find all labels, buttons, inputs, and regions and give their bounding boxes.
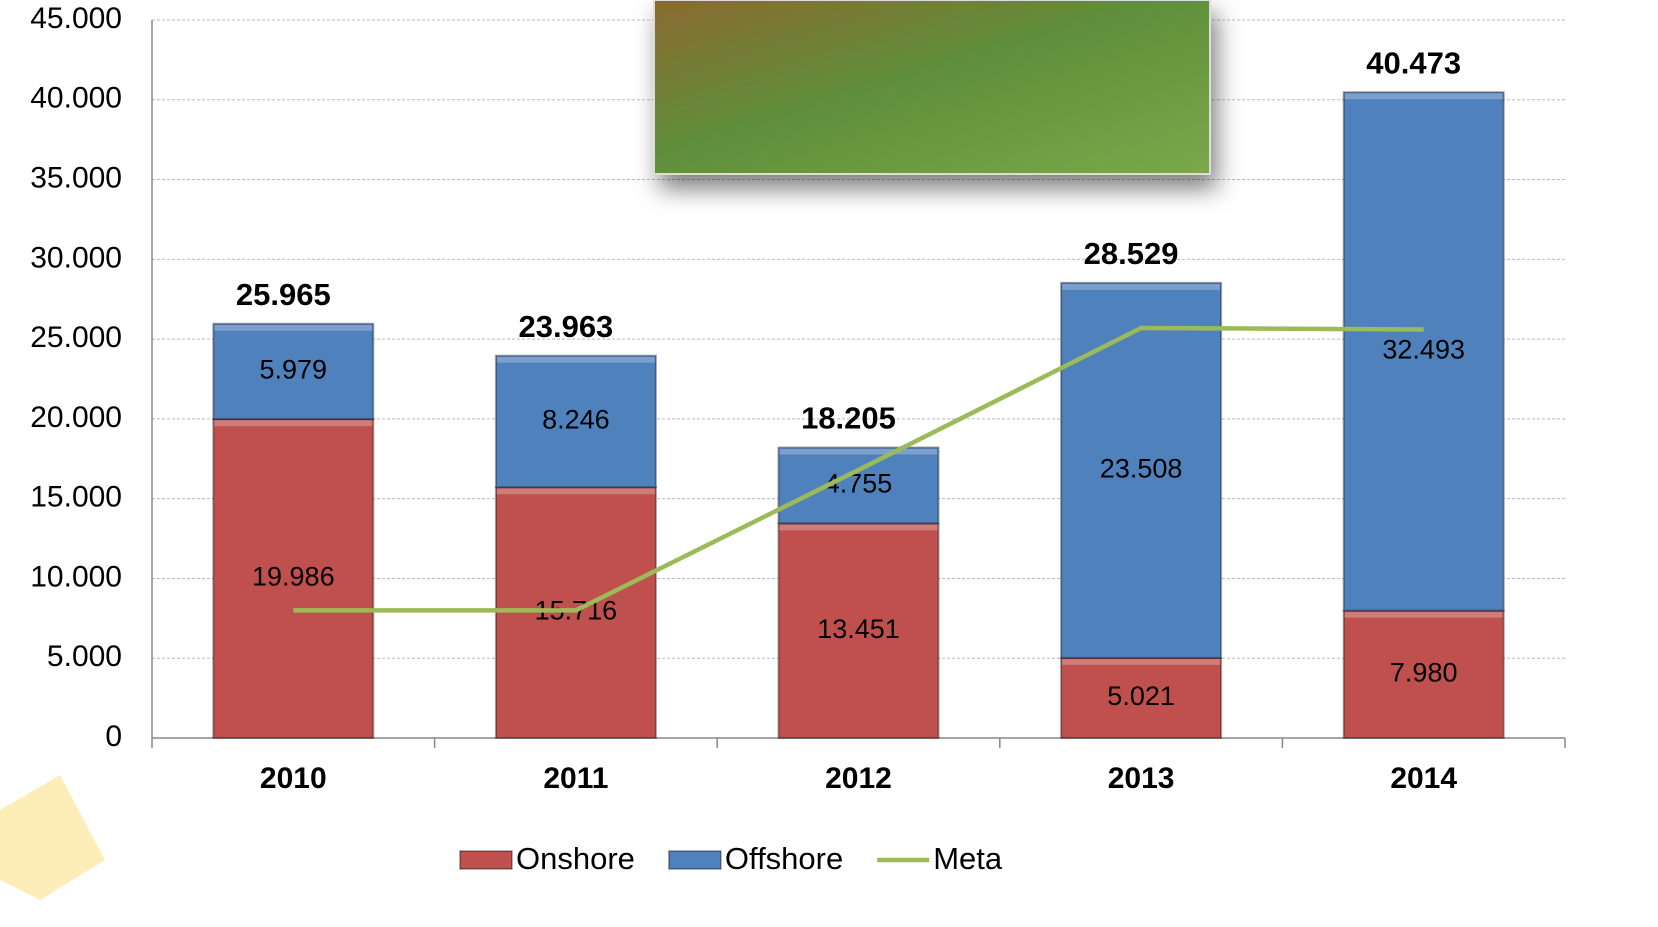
data-label: 7.980 — [1390, 657, 1458, 687]
y-tick-label: 0 — [105, 720, 122, 753]
x-tick-label: 2010 — [260, 762, 327, 795]
total-label: 23.963 — [518, 309, 613, 344]
x-tick-label: 2011 — [543, 762, 608, 795]
data-label: 19.986 — [252, 562, 335, 592]
y-tick-label: 35.000 — [30, 161, 122, 194]
chart: 0 5.000 10.000 15.000 20.000 25.000 30.000 35.0… — [0, 0, 1658, 927]
total-label: 18.205 — [801, 401, 896, 436]
data-label: 32.493 — [1382, 335, 1465, 365]
data-label: 13.451 — [817, 614, 900, 644]
data-label: 5.979 — [260, 355, 328, 385]
data-label: 23.508 — [1100, 453, 1183, 483]
y-tick-label: 5.000 — [47, 640, 122, 673]
bar-bevel — [780, 449, 938, 455]
bar-bevel — [1062, 659, 1220, 665]
bar-bevel — [214, 420, 372, 426]
x-tick-label: 2014 — [1390, 762, 1457, 795]
bar-bevel — [1062, 284, 1220, 290]
y-tick-label: 20.000 — [30, 401, 122, 434]
legend-swatch — [460, 851, 512, 869]
x-tick-label: 2012 — [825, 762, 892, 795]
bar-bevel — [214, 325, 372, 331]
bar-bevel — [1345, 612, 1503, 618]
legend-label: Onshore — [516, 841, 635, 876]
data-label: 8.246 — [542, 405, 610, 435]
bar-bevel — [497, 357, 655, 363]
y-tick-label: 40.000 — [30, 82, 122, 115]
y-tick-label: 25.000 — [30, 321, 122, 354]
y-tick-label: 10.000 — [30, 560, 122, 593]
legend-label: Meta — [933, 841, 1003, 876]
data-label: 5.021 — [1107, 681, 1175, 711]
y-tick-label: 45.000 — [30, 2, 122, 35]
total-label: 28.529 — [1084, 236, 1179, 271]
decoration — [0, 775, 105, 900]
y-tick-label: 30.000 — [30, 241, 122, 274]
total-label: 40.473 — [1366, 45, 1461, 80]
legend-swatch — [669, 851, 721, 869]
y-tick-label: 15.000 — [30, 481, 122, 514]
bar-bevel — [780, 524, 938, 530]
legend-label: Offshore — [725, 841, 843, 876]
x-tick-label: 2013 — [1108, 762, 1175, 795]
bar-bevel — [497, 488, 655, 494]
total-label: 25.965 — [236, 277, 331, 312]
photo — [654, 0, 1210, 174]
bar-bevel — [1345, 93, 1503, 99]
